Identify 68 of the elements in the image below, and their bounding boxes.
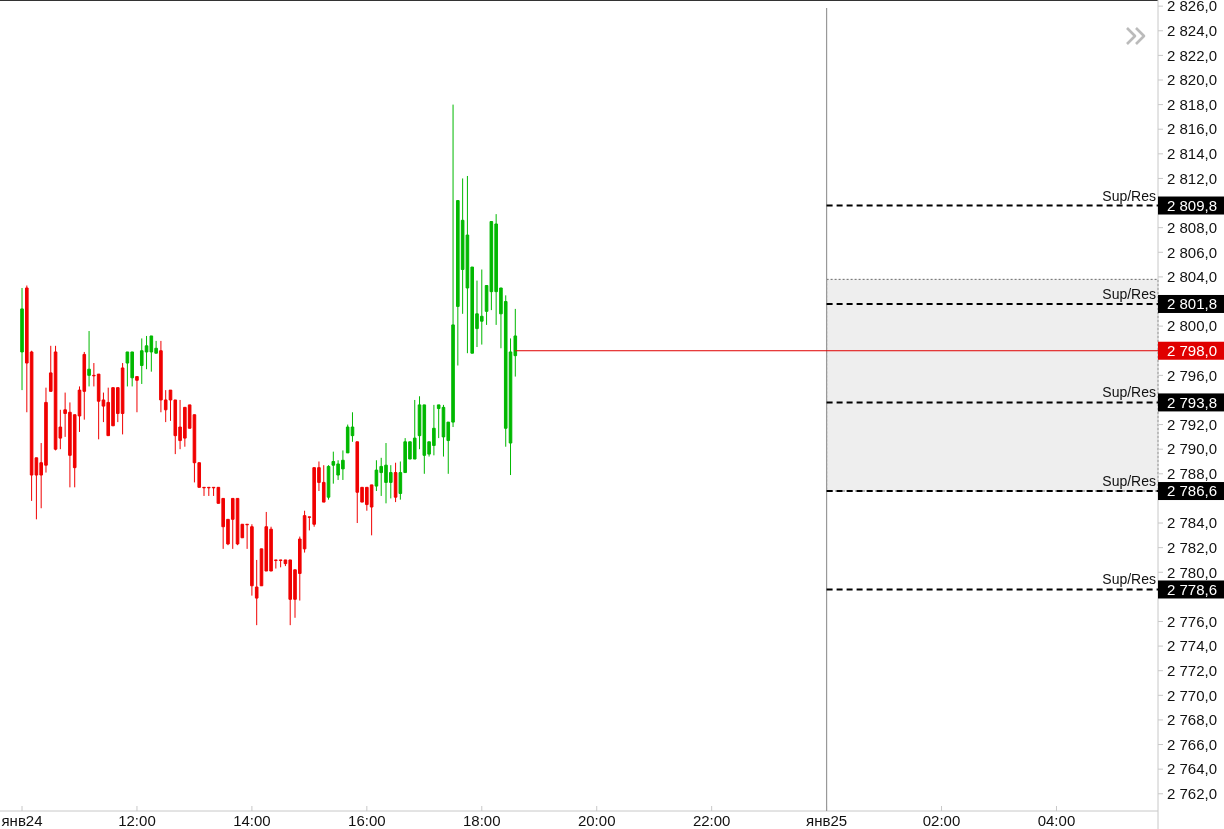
candlestick: [393, 462, 398, 503]
candlestick: [374, 459, 379, 492]
y-tick-label: 2 816,0: [1167, 120, 1218, 138]
candlestick: [135, 376, 139, 413]
candlestick: [331, 451, 336, 485]
candlestick: [149, 335, 154, 373]
ref-line-label: Sup/Res: [1102, 473, 1156, 490]
y-tick-label: 2 790,0: [1167, 440, 1218, 458]
candlestick: [139, 337, 144, 385]
candlestick: [125, 351, 130, 387]
candlestick: [230, 497, 235, 550]
y-tick-label: 2 774,0: [1167, 637, 1218, 655]
x-tick-label: янв24: [1, 812, 43, 829]
candlestick: [369, 484, 374, 536]
y-tick-label: 2 766,0: [1167, 735, 1218, 753]
text: 2 793,8: [1167, 393, 1218, 411]
y-tick-label: 2 782,0: [1167, 538, 1218, 556]
x-tick-label: янв25: [806, 812, 848, 829]
y-tick-label: 2 806,0: [1167, 243, 1218, 261]
text: 2 809,8: [1167, 196, 1218, 214]
x-tick-label: 18:00: [463, 812, 501, 829]
ref-line-label: Sup/Res: [1102, 384, 1156, 401]
candlestick: [479, 269, 484, 346]
candlestick: [412, 399, 417, 460]
y-tick-label: 2 772,0: [1167, 661, 1218, 679]
y-tick-label: 2 770,0: [1167, 686, 1218, 704]
ref-line-label: Sup/Res: [1102, 187, 1156, 204]
y-tick-label: 2 826,0: [1167, 0, 1218, 15]
x-tick-label: 02:00: [922, 812, 961, 829]
candlestick: [321, 464, 326, 503]
y-tick-label: 2 784,0: [1167, 514, 1218, 532]
text: 2 798,0: [1167, 341, 1218, 359]
y-tick-label: 2 800,0: [1167, 317, 1218, 335]
y-tick-label: 2 780,0: [1167, 563, 1218, 581]
y-tick-label: 2 788,0: [1167, 465, 1218, 483]
x-tick-label: 04:00: [1037, 812, 1076, 829]
candlestick: [120, 362, 125, 435]
candlestick: [250, 523, 254, 597]
candlestick: [254, 559, 259, 626]
x-tick-label: 22:00: [692, 812, 731, 829]
y-tick-label: 2 776,0: [1167, 612, 1218, 630]
x-tick-label: 20:00: [577, 812, 616, 829]
y-tick-label: 2 768,0: [1167, 711, 1218, 729]
x-tick-label: 12:00: [118, 812, 156, 829]
y-tick-label: 2 814,0: [1167, 145, 1218, 163]
candlestick: [278, 559, 283, 568]
y-tick-label: 2 796,0: [1167, 366, 1218, 384]
text: 2 786,6: [1167, 482, 1218, 500]
x-tick-label: 14:00: [233, 812, 271, 829]
text: 2 801,8: [1167, 295, 1218, 313]
y-tick-label: 2 764,0: [1167, 760, 1218, 778]
ref-line-label: Sup/Res: [1102, 571, 1156, 588]
y-tick-label: 2 792,0: [1167, 415, 1218, 433]
ref-line-label: Sup/Res: [1102, 285, 1156, 302]
y-tick-label: 2 822,0: [1167, 46, 1218, 64]
candlestick: [465, 175, 470, 354]
y-tick-label: 2 762,0: [1167, 785, 1218, 803]
candlestick: [87, 330, 91, 387]
candlestick: [355, 441, 360, 524]
y-tick-label: 2 804,0: [1167, 268, 1218, 286]
x-tick-label: 16:00: [348, 812, 386, 829]
y-tick-label: 2 818,0: [1167, 95, 1218, 113]
text: 2 778,6: [1167, 580, 1218, 598]
y-tick-label: 2 824,0: [1167, 22, 1218, 40]
candlestick: [20, 287, 24, 391]
y-tick-label: 2 820,0: [1167, 71, 1218, 89]
y-tick-label: 2 808,0: [1167, 218, 1218, 236]
y-tick-label: 2 812,0: [1167, 169, 1218, 187]
